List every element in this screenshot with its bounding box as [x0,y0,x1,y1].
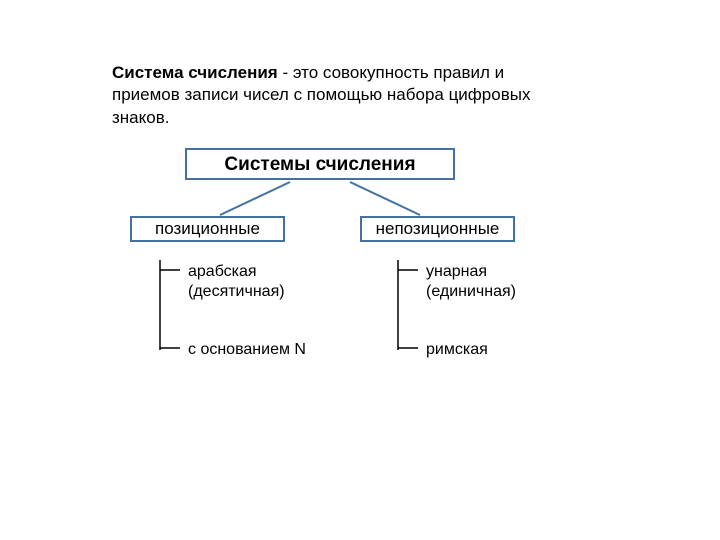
nonpositional-node: непозиционные [360,216,515,242]
leaf-arabic: арабская (десятичная) [188,262,328,302]
diagram-canvas: Система счисления - это совокупность пра… [0,0,720,540]
leaf-unary: унарная (единичная) [426,262,566,302]
leaf-roman: римская [426,340,566,360]
positional-node: позиционные [130,216,285,242]
leaf-base-n: с основанием N [188,340,328,360]
definition-term: Система счисления [112,63,278,82]
definition-text: Система счисления - это совокупность пра… [112,62,562,129]
root-node: Системы счисления [185,148,455,180]
